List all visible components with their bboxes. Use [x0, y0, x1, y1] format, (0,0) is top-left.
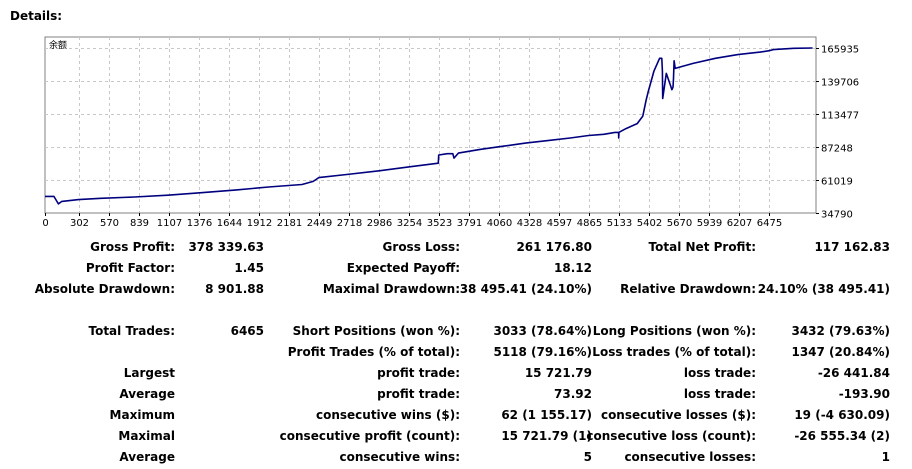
short-positions-label: Short Positions (won %): — [292, 324, 460, 338]
total-trades-value: 6465 — [230, 324, 264, 338]
max-cons-wins-label: consecutive wins ($): — [315, 408, 460, 422]
x-tick-label: 4865 — [577, 218, 602, 229]
largest-loss-value: -26 441.84 — [817, 366, 890, 380]
balance-chart: 0 302 570 839 1107 1376 1644 1912 2181 2449 2718 29… — [0, 30, 912, 230]
chart-svg: 0 302 570 839 1107 1376 1644 1912 2181 2449 2718 29… — [42, 36, 859, 229]
x-tick-label: 6207 — [727, 218, 752, 229]
total-trades-label: Total Trades: — [88, 324, 175, 338]
y-tick-label: 87248 — [821, 144, 853, 155]
total-net-profit-label: Total Net Profit: — [648, 240, 756, 254]
x-tick-label: 4597 — [547, 218, 572, 229]
plot-frame — [44, 36, 817, 214]
x-tick-label: 4328 — [517, 218, 542, 229]
absolute-drawdown-label: Absolute Drawdown: — [34, 282, 175, 296]
relative-drawdown-label: Relative Drawdown: — [620, 282, 756, 296]
maximal-cons-loss-label: consecutive loss (count): — [586, 429, 756, 443]
profit-factor-value: 1.45 — [234, 261, 264, 275]
expected-payoff-value: 18.12 — [554, 261, 592, 275]
loss-trades-label: Loss trades (% of total): — [592, 345, 756, 359]
largest-loss-label: loss trade: — [683, 366, 756, 380]
gross-profit-label: Gross Profit: — [90, 240, 175, 254]
x-tick-label: 3523 — [427, 218, 452, 229]
x-tick-label: 0 — [42, 218, 48, 229]
y-tick-label: 113477 — [821, 111, 859, 122]
profit-trades-label: Profit Trades (% of total): — [287, 345, 460, 359]
y-tick-label: 165935 — [821, 45, 859, 56]
y-tick-label: 139706 — [821, 78, 859, 89]
x-tick-label: 2181 — [277, 218, 302, 229]
largest-label: Largest — [123, 366, 175, 380]
x-tick-label: 570 — [100, 218, 119, 229]
maximal-cons-loss-value: -26 555.34 (2) — [794, 429, 890, 443]
maximal-label: Maximal — [118, 429, 175, 443]
largest-profit-value: 15 721.79 — [524, 366, 592, 380]
relative-drawdown-value: 24.10% (38 495.41) — [757, 282, 890, 296]
x-tick-label: 302 — [70, 218, 89, 229]
profit-factor-label: Profit Factor: — [85, 261, 175, 275]
x-tick-label: 1644 — [217, 218, 242, 229]
x-tick-label: 5402 — [637, 218, 662, 229]
avg-cons-wins-label: consecutive wins: — [339, 450, 460, 464]
absolute-drawdown-value: 8 901.88 — [205, 282, 264, 296]
loss-trades-value: 1347 (20.84%) — [791, 345, 890, 359]
gross-loss-label: Gross Loss: — [382, 240, 460, 254]
gross-loss-value: 261 176.80 — [516, 240, 592, 254]
average-loss-label: loss trade: — [683, 387, 756, 401]
total-net-profit-value: 117 162.83 — [814, 240, 890, 254]
x-tick-label: 2986 — [367, 218, 392, 229]
average-profit-value: 73.92 — [554, 387, 592, 401]
x-tick-label: 5939 — [697, 218, 722, 229]
x-tick-label: 1912 — [247, 218, 272, 229]
balance-line — [45, 47, 813, 205]
maximum-label: Maximum — [109, 408, 175, 422]
x-tick-label: 1107 — [157, 218, 182, 229]
average-profit-label: profit trade: — [377, 387, 460, 401]
x-tick-label: 3791 — [457, 218, 482, 229]
x-tick-label: 839 — [130, 218, 149, 229]
x-tick-label: 5133 — [607, 218, 632, 229]
x-tick-label: 3254 — [397, 218, 422, 229]
short-positions-value: 3033 (78.64%) — [493, 324, 592, 338]
profit-trades-value: 5118 (79.16%) — [493, 345, 592, 359]
y-tick-label: 61019 — [821, 177, 853, 188]
largest-profit-label: profit trade: — [377, 366, 460, 380]
long-positions-value: 3432 (79.63%) — [791, 324, 890, 338]
x-tick-label: 1376 — [187, 218, 212, 229]
x-tick-label: 4060 — [487, 218, 512, 229]
x-tick-label: 5670 — [667, 218, 692, 229]
average2-label: Average — [119, 450, 175, 464]
x-tick-label: 2718 — [337, 218, 362, 229]
maximal-cons-profit-value: 15 721.79 (1) — [501, 429, 592, 443]
maximal-drawdown-label: Maximal Drawdown: — [322, 282, 460, 296]
max-cons-wins-value: 62 (1 155.17) — [501, 408, 592, 422]
maximal-cons-profit-label: consecutive profit (count): — [279, 429, 460, 443]
maximal-drawdown-value: 38 495.41 (24.10%) — [459, 282, 592, 296]
legend-label: 余额 — [49, 39, 67, 51]
y-tick-label: 34790 — [821, 210, 853, 221]
avg-cons-wins-value: 5 — [583, 450, 592, 464]
average-loss-value: -193.90 — [838, 387, 890, 401]
max-cons-losses-label: consecutive losses ($): — [600, 408, 756, 422]
avg-cons-losses-label: consecutive losses: — [624, 450, 756, 464]
avg-cons-losses-value: 1 — [881, 450, 890, 464]
expected-payoff-label: Expected Payoff: — [346, 261, 460, 275]
average-label: Average — [119, 387, 175, 401]
x-tick-label: 2449 — [307, 218, 332, 229]
max-cons-losses-value: 19 (-4 630.09) — [794, 408, 890, 422]
details-title: Details: — [10, 9, 63, 23]
x-tick-label: 6475 — [757, 218, 782, 229]
gross-profit-value: 378 339.63 — [188, 240, 264, 254]
long-positions-label: Long Positions (won %): — [592, 324, 756, 338]
